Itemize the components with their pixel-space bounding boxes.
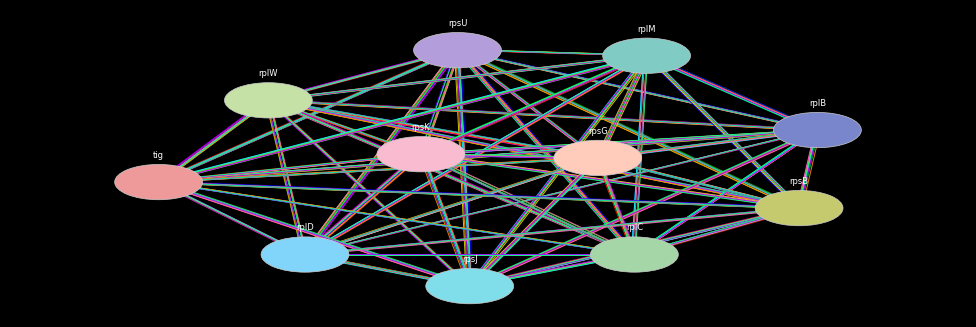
Text: rpsB: rpsB [790,177,809,186]
Ellipse shape [262,237,349,272]
Ellipse shape [554,140,642,176]
Ellipse shape [755,190,843,226]
Ellipse shape [590,237,678,272]
Ellipse shape [115,164,203,200]
Ellipse shape [774,112,862,148]
Text: rplM: rplM [637,25,656,34]
Ellipse shape [224,83,312,118]
Text: rplB: rplB [809,99,826,108]
Ellipse shape [426,268,513,304]
Text: rpsJ: rpsJ [462,255,477,264]
Ellipse shape [377,137,465,172]
Text: rplW: rplW [259,69,278,78]
Text: rpsU: rpsU [448,19,468,28]
Text: rplC: rplC [626,223,643,232]
Text: rpsG: rpsG [588,127,608,136]
Ellipse shape [603,38,691,73]
Text: rpsK: rpsK [412,123,430,132]
Text: tig: tig [153,151,164,160]
Ellipse shape [414,32,502,68]
Text: rplD: rplD [296,223,314,232]
